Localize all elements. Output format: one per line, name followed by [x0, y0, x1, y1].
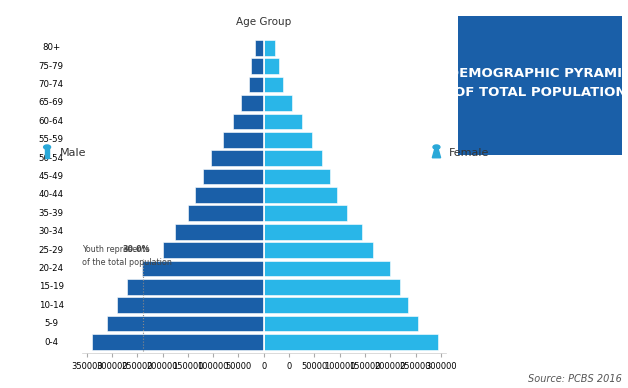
- Bar: [210, 150, 264, 166]
- Text: DEMOGRAPHIC PYRAMID
OF TOTAL POPULATION: DEMOGRAPHIC PYRAMID OF TOTAL POPULATION: [448, 67, 628, 99]
- Bar: [175, 224, 264, 239]
- Bar: [264, 316, 418, 331]
- Text: of the total population: of the total population: [82, 258, 171, 267]
- Bar: [224, 132, 264, 147]
- Bar: [255, 40, 264, 55]
- Bar: [92, 334, 264, 350]
- Text: Source: PCBS 2016: Source: PCBS 2016: [528, 374, 622, 384]
- Bar: [264, 298, 408, 313]
- Bar: [251, 58, 264, 74]
- Bar: [264, 58, 279, 74]
- Bar: [264, 242, 372, 258]
- Bar: [203, 169, 264, 184]
- Bar: [117, 298, 264, 313]
- Bar: [107, 316, 264, 331]
- Bar: [241, 95, 264, 111]
- Text: 30.0%: 30.0%: [122, 245, 149, 254]
- Bar: [264, 279, 401, 295]
- Bar: [264, 150, 322, 166]
- Bar: [264, 206, 347, 221]
- Bar: [264, 132, 312, 147]
- Bar: [195, 187, 264, 203]
- Bar: [249, 77, 264, 92]
- Bar: [264, 169, 330, 184]
- Bar: [264, 334, 438, 350]
- Bar: [127, 279, 264, 295]
- Bar: [163, 242, 264, 258]
- Bar: [264, 187, 337, 203]
- Bar: [143, 261, 264, 276]
- Bar: [264, 114, 301, 129]
- Text: Female: Female: [449, 148, 489, 158]
- Bar: [188, 206, 264, 221]
- Bar: [264, 224, 362, 239]
- Text: Age Group: Age Group: [236, 17, 291, 27]
- Text: Youth represents: Youth represents: [82, 245, 151, 254]
- Bar: [264, 40, 275, 55]
- Bar: [264, 77, 283, 92]
- Bar: [234, 114, 264, 129]
- Text: Male: Male: [60, 148, 86, 158]
- Bar: [264, 95, 291, 111]
- Bar: [264, 261, 390, 276]
